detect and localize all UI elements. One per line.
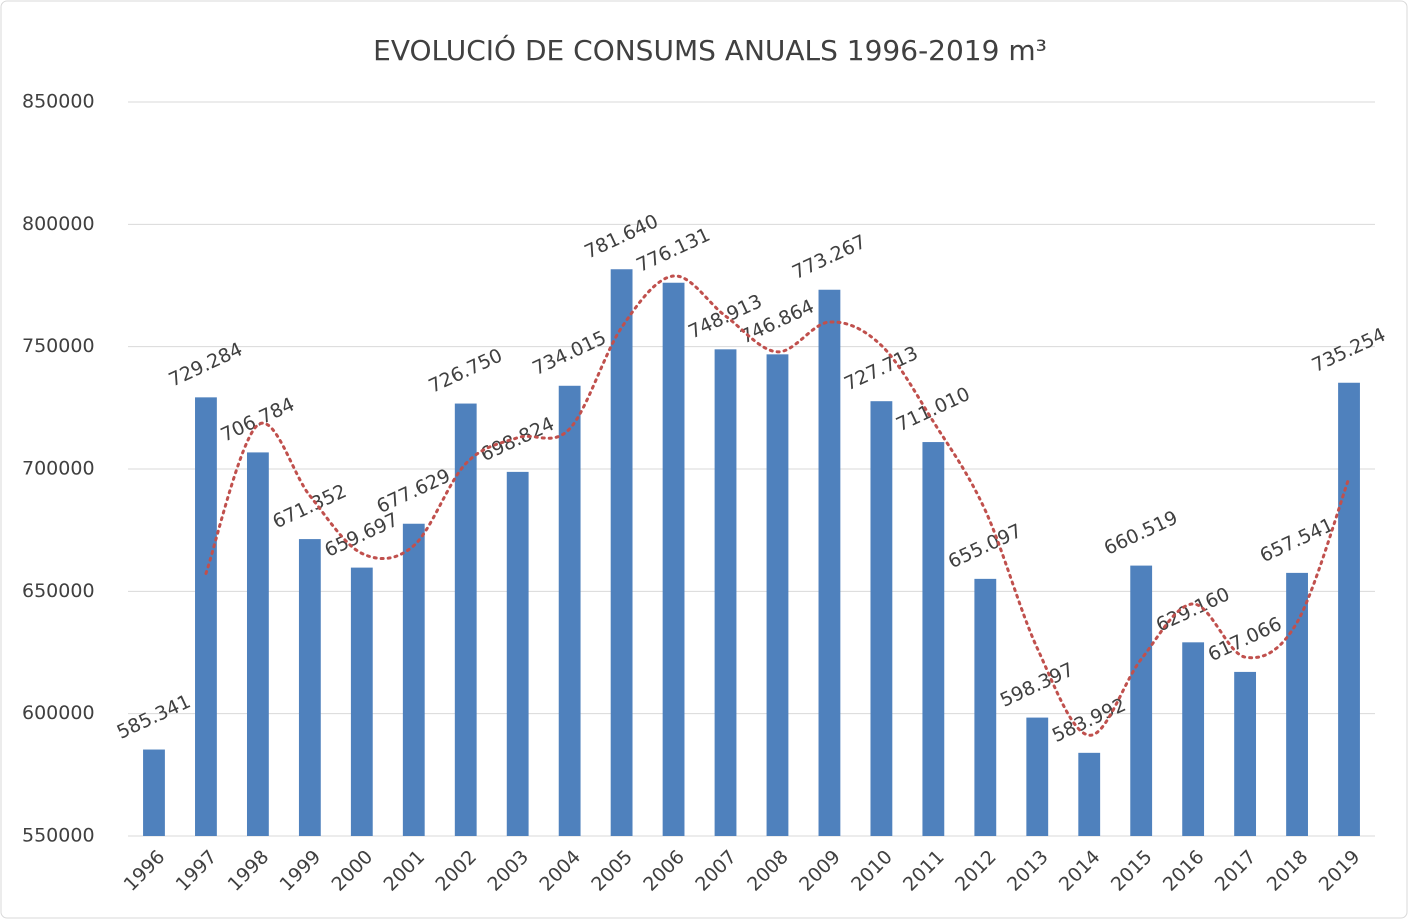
bar xyxy=(714,349,737,836)
bar xyxy=(1026,717,1049,836)
bar xyxy=(766,354,789,836)
bar xyxy=(610,269,633,836)
y-tick-label: 750000 xyxy=(22,335,95,357)
bar xyxy=(558,385,581,836)
bar xyxy=(506,471,529,836)
bar xyxy=(1078,752,1101,836)
y-tick-label: 650000 xyxy=(22,580,95,602)
bar xyxy=(143,749,165,836)
y-tick-label: 700000 xyxy=(22,458,95,480)
y-tick-label: 850000 xyxy=(22,91,95,113)
trendline xyxy=(204,274,1351,737)
bar xyxy=(402,523,425,836)
y-tick-label: 800000 xyxy=(22,213,95,235)
y-tick-label: 600000 xyxy=(22,702,95,724)
bar xyxy=(818,289,841,836)
bar xyxy=(298,539,321,836)
bar xyxy=(870,401,893,836)
chart-title: EVOLUCIÓ DE CONSUMS ANUALS 1996-2019 m³ xyxy=(373,33,1047,67)
bar xyxy=(1130,565,1153,836)
bar xyxy=(974,578,997,836)
bar xyxy=(922,442,945,836)
bar xyxy=(454,403,477,836)
bar xyxy=(1234,671,1257,836)
y-tick-label: 550000 xyxy=(22,825,95,847)
bar xyxy=(195,397,217,836)
bar xyxy=(246,452,269,836)
bar xyxy=(1338,382,1360,836)
bar xyxy=(1182,642,1205,836)
bar xyxy=(1286,572,1308,836)
bar xyxy=(350,567,373,836)
bar xyxy=(662,282,685,837)
